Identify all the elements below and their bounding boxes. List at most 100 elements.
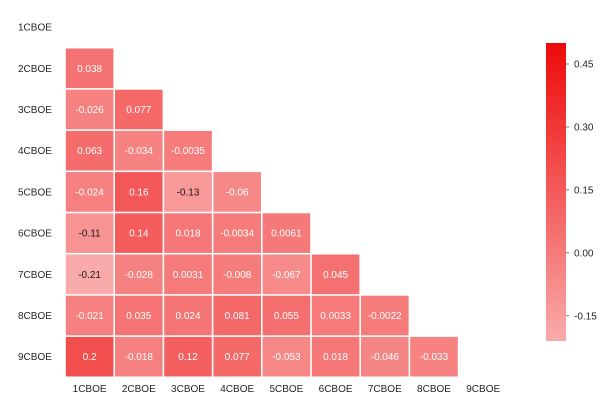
heatmap-cell [65,89,114,130]
heatmap-cell [164,213,212,253]
heatmap-cell-label: 0.14 [129,229,149,240]
heatmap-cell-label: 0.16 [129,187,149,198]
heatmap-cell [115,254,163,295]
heatmap-cell [262,336,311,377]
heatmap-cell-label: -0.024 [75,187,104,198]
x-tick-label: 6CBOE [319,384,353,395]
x-tick-label: 4CBOE [220,384,254,395]
y-tick-label: 1CBOE [18,23,52,34]
heatmap-cell-label: 0.038 [77,64,102,75]
colorbar-tick-label: 0.15 [574,185,594,196]
heatmap-cell-label: -0.021 [75,311,104,322]
heatmap-cell [115,89,163,130]
heatmap-cell-label: -0.06 [226,187,249,198]
heatmap-cell [164,130,212,171]
heatmap-cell [65,172,114,212]
heatmap-cell [311,295,360,336]
heatmap-cell [213,336,261,377]
heatmap-cell-label: 0.12 [178,352,198,363]
heatmap-cell-label: -0.033 [420,352,449,363]
heatmap-cell [65,295,114,336]
heatmap-cell [262,213,311,253]
heatmap-cell [115,336,163,377]
heatmap-cell [262,295,311,336]
heatmap-cell-label: 0.2 [83,352,97,363]
heatmap-cell-label: 0.077 [225,352,250,363]
heatmap-cell-label: 0.024 [175,311,200,322]
heatmap-cell-label: -0.018 [125,352,154,363]
heatmap-cell [213,213,261,253]
heatmap-cell [65,336,114,377]
heatmap-cell [115,130,163,171]
heatmap-cell [213,254,261,295]
x-tick-label: 9CBOE [466,384,500,395]
heatmap-cell [65,48,114,89]
heatmap-cell-label: 0.018 [323,352,348,363]
heatmap-cell [311,254,360,295]
y-axis-tick-labels: 1CBOE 2CBOE 3CBOE 4CBOE 5CBOE 6CBOE 7CBOE 8CBOE… [18,23,52,364]
heatmap-cell-label: -0.13 [177,187,200,198]
heatmap-cell [65,213,114,253]
x-tick-label: 1CBOE [73,384,107,395]
heatmap-cell-label: -0.0035 [171,146,205,157]
heatmap-cell-label: -0.067 [272,270,301,281]
heatmap-cell [164,295,212,336]
heatmap-cell [361,336,409,377]
y-tick-label: 9CBOE [18,352,52,363]
heatmap-cell-label: -0.0034 [220,229,254,240]
y-tick-label: 5CBOE [18,187,52,198]
x-tick-label: 3CBOE [171,384,205,395]
heatmap-cell [164,172,212,212]
x-tick-label: 8CBOE [417,384,451,395]
heatmap-cell-label: -0.026 [75,105,104,116]
colorbar-tick-label: 0.30 [574,122,594,133]
y-tick-label: 7CBOE [18,270,52,281]
x-tick-label: 5CBOE [269,384,303,395]
heatmap-cell-label: -0.0022 [368,311,402,322]
colorbar-tick-label: 0.00 [574,248,594,259]
heatmap-cell-label: -0.008 [223,270,252,281]
heatmap-cell-label: 0.063 [77,146,102,157]
y-tick-label: 4CBOE [18,146,52,157]
heatmap-cell-label: -0.046 [371,352,400,363]
heatmap-cell-label: 0.035 [126,311,151,322]
heatmap-cell [164,254,212,295]
heatmap-cell [65,130,114,171]
heatmap-cell-label: -0.11 [79,229,101,240]
heatmap-cell [213,295,261,336]
heatmap-cell-label: 0.018 [175,229,200,240]
y-tick-label: 6CBOE [18,229,52,240]
x-tick-label: 7CBOE [368,384,402,395]
colorbar: 0.45 0.30 0.15 0.00 -0.15 [546,43,597,341]
heatmap-cell-label: -0.034 [125,146,154,157]
heatmap-cell [115,213,163,253]
heatmap-cell [410,336,458,377]
heatmap-cell-label: -0.028 [125,270,154,281]
heatmap-cells: 0.038 -0.026 0.077 0.063 -0.034 -0.0035 -0.024… [65,48,458,377]
heatmap-cell-label: 0.077 [126,105,151,116]
heatmap-cell-label: 0.0031 [173,270,204,281]
y-tick-label: 3CBOE [18,105,52,116]
y-tick-label: 2CBOE [18,64,52,75]
x-tick-label: 2CBOE [122,384,156,395]
heatmap-cell-label: 0.081 [225,311,250,322]
heatmap-cell [311,336,360,377]
colorbar-tick-label: 0.45 [574,59,594,70]
y-tick-label: 8CBOE [18,311,52,322]
heatmap-cell [213,172,261,212]
heatmap-cell-label: 0.0033 [320,311,351,322]
colorbar-tick-label: -0.15 [574,311,597,322]
heatmap-cell-label: 0.045 [323,270,348,281]
heatmap-cell-label: -0.053 [272,352,301,363]
heatmap-cell [164,336,212,377]
colorbar-gradient [546,43,566,341]
heatmap-cell [65,254,114,295]
heatmap-cell [115,295,163,336]
heatmap-cell [115,172,163,212]
heatmap-cell-label: 0.0061 [271,229,302,240]
heatmap-cell-label: 0.055 [274,311,299,322]
heatmap-cell [262,254,311,295]
heatmap-cell [361,295,409,336]
heatmap-cell-label: -0.21 [78,270,101,281]
